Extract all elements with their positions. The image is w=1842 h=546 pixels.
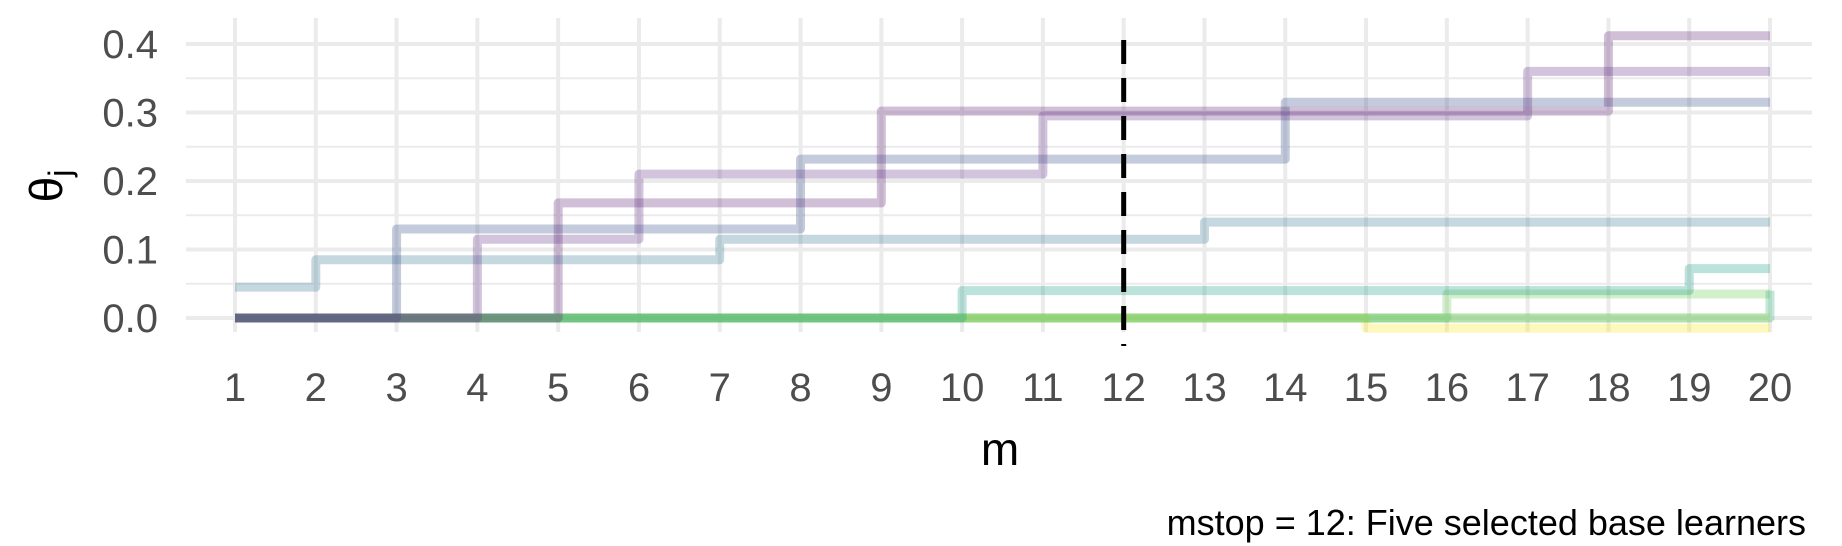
x-tick-label: 8 (789, 366, 811, 410)
x-tick-label: 11 (1022, 366, 1064, 410)
series-line-6 (235, 217, 1770, 292)
x-tick-label: 10 (940, 366, 985, 410)
x-axis-ticks: 1 2 3 4 5 6 7 8 9 10 11 12 13 14 15 16 17 18 19 20 (224, 366, 1792, 410)
series-line-1 (235, 313, 1770, 333)
y-tick-label: 0.3 (102, 92, 158, 136)
series-line-7 (235, 97, 1770, 323)
x-tick-label: 18 (1586, 366, 1631, 410)
y-tick-label: 0.4 (102, 23, 158, 67)
x-tick-label: 1 (224, 366, 246, 410)
series-line-5 (235, 264, 1770, 323)
chart-caption: mstop = 12: Five selected base learners (1167, 502, 1806, 543)
x-tick-label: 2 (305, 366, 327, 410)
x-tick-label: 16 (1425, 366, 1470, 410)
x-tick-label: 4 (466, 366, 488, 410)
x-tick-label: 14 (1263, 366, 1308, 410)
x-tick-label: 6 (628, 366, 650, 410)
y-axis-title: θj (20, 170, 78, 203)
x-tick-label: 13 (1182, 366, 1227, 410)
x-tick-label: 17 (1505, 366, 1550, 410)
x-tick-label: 7 (709, 366, 731, 410)
x-tick-label: 12 (1101, 366, 1146, 410)
y-axis-ticks: 0.0 0.1 0.2 0.3 0.4 (102, 23, 158, 341)
series-line-9 (235, 31, 1770, 323)
y-tick-label: 0.0 (102, 297, 158, 341)
y-tick-label: 0.2 (102, 160, 158, 204)
x-tick-label: 15 (1344, 366, 1389, 410)
series-line-3 (235, 289, 1770, 323)
series-lines (235, 31, 1775, 333)
x-tick-label: 3 (385, 366, 407, 410)
y-tick-label: 0.1 (102, 229, 158, 273)
y-axis-title-base: θ (20, 177, 72, 203)
series-line-4 (235, 290, 1775, 323)
x-tick-label: 9 (870, 366, 892, 410)
x-tick-label: 5 (547, 366, 569, 410)
x-tick-label: 20 (1748, 366, 1793, 410)
x-tick-label: 19 (1667, 366, 1712, 410)
series-line-8 (235, 66, 1770, 323)
y-axis-title-subscript: j (42, 170, 78, 178)
x-axis-title: m (981, 423, 1019, 475)
grid (186, 18, 1812, 332)
